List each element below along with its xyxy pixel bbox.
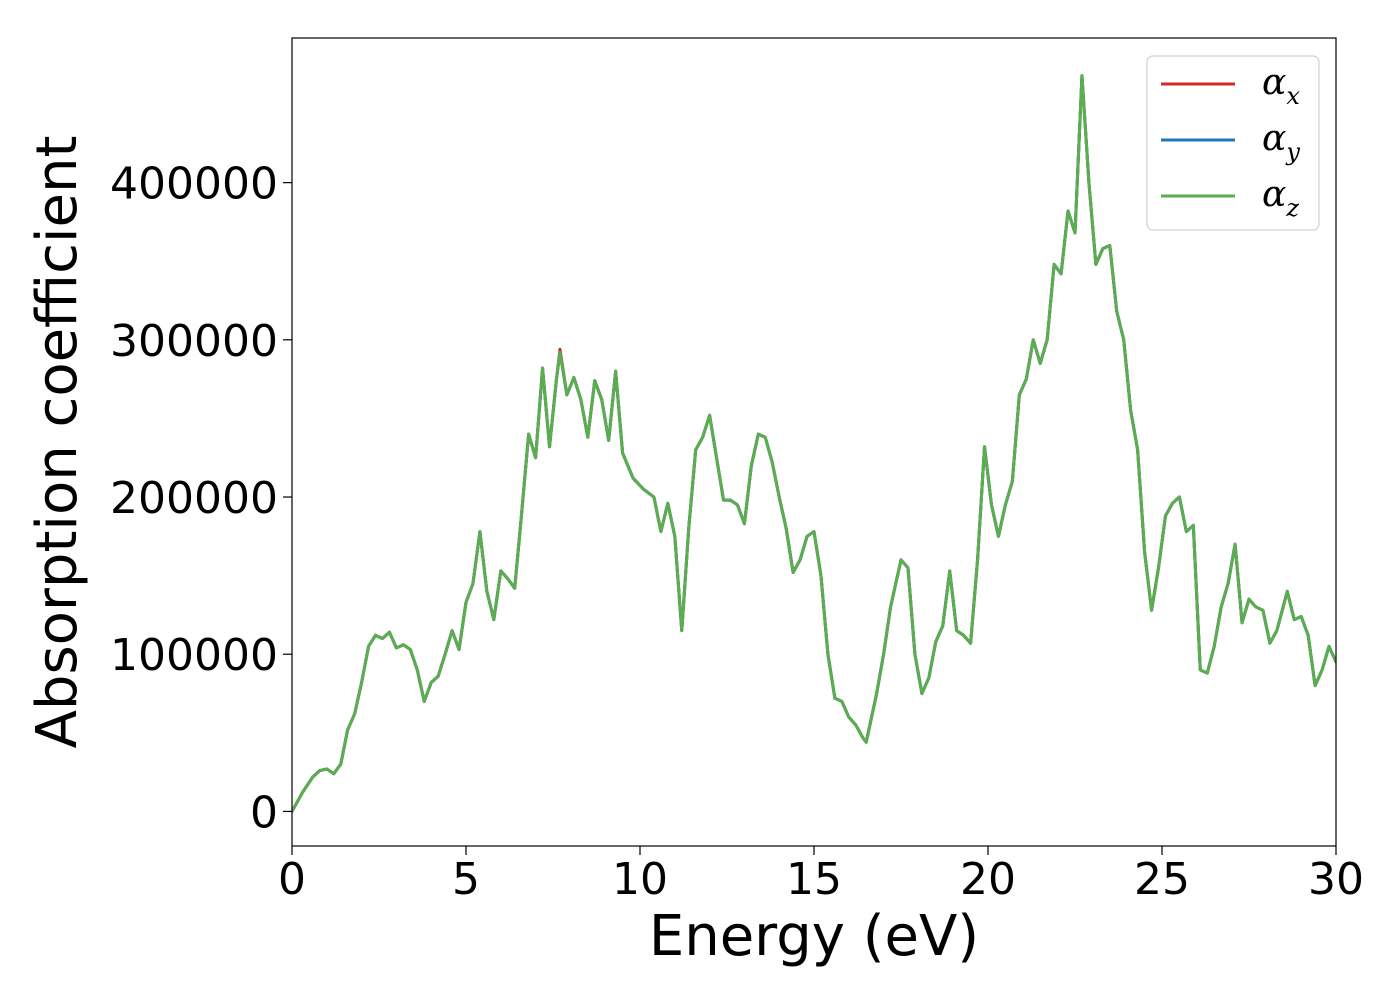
series-layer xyxy=(292,74,1336,813)
x-tick-label: 30 xyxy=(1308,854,1364,905)
legend-subscript-z: z xyxy=(1285,194,1299,222)
legend-subscript-x: x xyxy=(1286,82,1300,110)
y-tick-label: 300000 xyxy=(110,316,278,367)
legend-box xyxy=(1146,55,1320,231)
x-tick-label: 25 xyxy=(1134,854,1190,905)
legend-label-x: αx xyxy=(1262,62,1300,110)
legend-subscript-y: y xyxy=(1285,138,1300,166)
y-tick-label: 200000 xyxy=(110,473,278,524)
y-tick-label: 400000 xyxy=(110,159,278,210)
y-axis-title: Absorption coefficient xyxy=(25,136,90,749)
x-tick-label: 10 xyxy=(612,854,668,905)
y-tick-label: 100000 xyxy=(110,630,278,681)
legend-label-y: αy xyxy=(1262,118,1300,166)
y-tick-label: 0 xyxy=(250,787,278,838)
x-tick-label: 15 xyxy=(786,854,842,905)
series-line-z xyxy=(292,74,1336,813)
x-axis-ticks: 0 5 10 15 20 25 30 xyxy=(278,846,1364,905)
y-axis-ticks: 0 100000 200000 300000 400000 xyxy=(110,159,292,838)
x-tick-label: 0 xyxy=(278,854,306,905)
x-tick-label: 20 xyxy=(960,854,1016,905)
x-axis-title: Energy (eV) xyxy=(649,904,979,969)
x-tick-label: 5 xyxy=(452,854,480,905)
